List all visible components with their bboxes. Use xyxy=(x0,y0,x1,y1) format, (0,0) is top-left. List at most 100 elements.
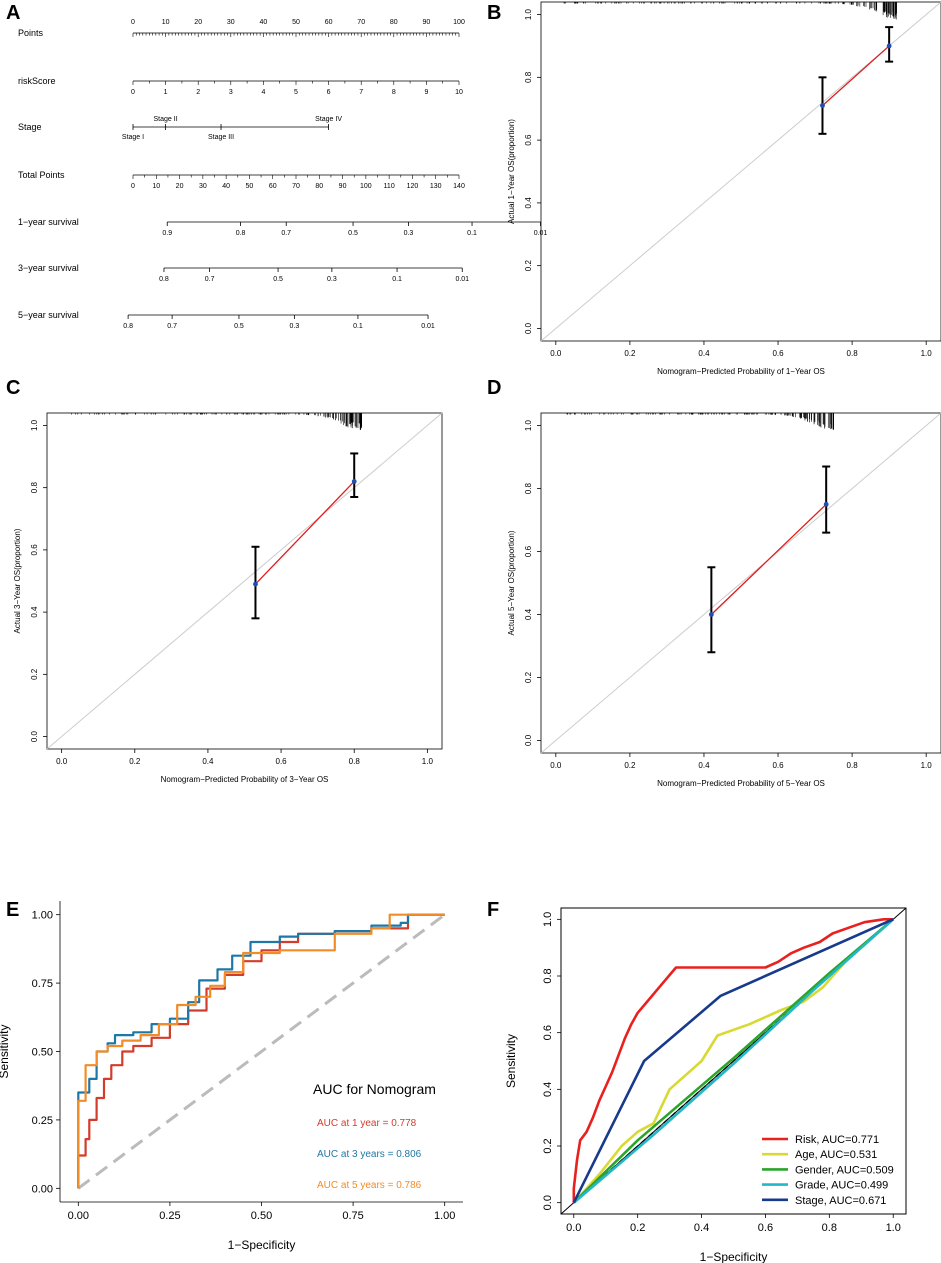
nomogram-tick-label: 110 xyxy=(384,183,395,190)
x-tick-label: 0.50 xyxy=(251,1210,272,1222)
nomogram-tick-label: 30 xyxy=(199,183,207,190)
panel-letter-d: D xyxy=(487,377,502,399)
legend-title: AUC for Nomogram xyxy=(313,1081,436,1097)
y-tick-label: 0.0 xyxy=(524,322,533,334)
nomogram-tick-label: 80 xyxy=(390,19,398,26)
nomogram-tick-label: 20 xyxy=(194,19,202,26)
calibration-point xyxy=(823,501,829,507)
legend-entry: AUC at 1 year = 0.778 xyxy=(317,1118,417,1129)
calibration-curve xyxy=(822,45,890,107)
x-tick-label: 1.0 xyxy=(422,757,434,766)
y-tick-label: 0.2 xyxy=(30,668,39,680)
panel-letter-b: B xyxy=(487,2,502,24)
x-tick-label: 1.0 xyxy=(886,1222,901,1234)
y-tick-label: 0.0 xyxy=(524,734,533,746)
y-tick-label: 0.2 xyxy=(524,260,533,272)
roc-curve xyxy=(572,918,894,1204)
nomogram-row: Stage Stage I Stage II Stage III Stage IV xyxy=(18,116,342,141)
roc-curve xyxy=(572,918,895,1204)
x-tick-label: 0.4 xyxy=(694,1222,709,1234)
x-tick-label: 0.2 xyxy=(624,349,636,358)
stage-tick-label: Stage III xyxy=(208,134,234,141)
nomogram-row-label: Stage xyxy=(18,122,42,132)
nomogram-tick-label: 10 xyxy=(152,183,160,190)
y-axis-label: Actual 5−Year OS(proportion) xyxy=(507,530,516,635)
legend-entry: Stage, AUC=0.671 xyxy=(795,1195,886,1207)
x-tick-label: 0.6 xyxy=(276,757,288,766)
x-tick-label: 0.0 xyxy=(56,757,68,766)
x-tick-label: 0.4 xyxy=(698,349,710,358)
y-tick-label: 0.00 xyxy=(32,1183,53,1195)
y-tick-label: 0.2 xyxy=(542,1138,554,1153)
rug-marks xyxy=(566,413,834,430)
y-tick-label: 0.25 xyxy=(32,1115,53,1127)
x-tick-label: 0.75 xyxy=(342,1210,363,1222)
nomogram-tick-label: 70 xyxy=(292,183,300,190)
nomogram-tick-label: 40 xyxy=(260,19,268,26)
nomogram-tick-label: 0.01 xyxy=(455,276,469,283)
x-tick-label: 1.0 xyxy=(921,349,933,358)
y-tick-label: 0.8 xyxy=(524,71,533,83)
nomogram-tick-label: 0.3 xyxy=(290,323,300,330)
calibration-plot-d: 0.0 0.2 0.4 0.6 0.8 1.0 0.0 0.2 0.4 0.6 0.8 1.0 Nomo… xyxy=(507,412,941,788)
legend-entry: Grade, AUC=0.499 xyxy=(795,1180,888,1192)
nomogram-tick-label: 120 xyxy=(407,183,419,190)
x-tick-label: 0.4 xyxy=(202,757,214,766)
y-tick-label: 0.4 xyxy=(30,606,39,618)
roc-plot-e: 0.00 0.25 0.50 0.75 1.00 0.00 0.25 0.50 0.75 1.00… xyxy=(0,901,463,1252)
nomogram-row: Points 0 10 20 30 40 50 60 70 80 90 100 xyxy=(18,19,465,38)
y-tick-label: 0.50 xyxy=(32,1047,53,1059)
legend-entry: AUC at 3 years = 0.806 xyxy=(317,1149,422,1160)
roc-plot-f: 0.0 0.2 0.4 0.6 0.8 1.0 0.0 0.2 0.4 0.6 0.8 1.0 1−Sp… xyxy=(504,907,907,1263)
calibration-point-marker: × xyxy=(824,500,829,509)
nomogram-tick-label: 1 xyxy=(164,89,168,96)
nomogram-tick-label: 0.3 xyxy=(404,230,414,237)
legend-entry: Gender, AUC=0.509 xyxy=(795,1164,894,1176)
nomogram-tick-label: 0.8 xyxy=(236,230,246,237)
x-axis-label: Nomogram−Predicted Probability of 5−Year… xyxy=(657,779,825,788)
y-tick-label: 0.6 xyxy=(524,545,533,557)
nomogram-tick-label: 0 xyxy=(131,19,135,26)
stage-tick-label: Stage IV xyxy=(315,116,342,123)
y-tick-label: 0.0 xyxy=(30,730,39,742)
nomogram-row: riskScore 0 1 2 3 4 5 6 7 8 9 10 xyxy=(18,76,463,96)
calibration-point xyxy=(820,103,825,108)
nomogram-tick-label: 90 xyxy=(339,183,347,190)
x-tick-label: 0.0 xyxy=(550,349,562,358)
y-tick-label: 0.75 xyxy=(32,978,53,990)
x-tick-label: 0.6 xyxy=(758,1222,773,1234)
plot-frame xyxy=(46,412,443,750)
y-axis-label: Actual 3−Year OS(proportion) xyxy=(13,528,22,633)
nomogram-tick-label: 3 xyxy=(229,89,233,96)
legend-entry: AUC at 5 years = 0.786 xyxy=(317,1180,422,1191)
calibration-point-marker: × xyxy=(887,42,892,51)
nomogram-tick-label: 7 xyxy=(359,89,363,96)
nomogram-row-label: 1−year survival xyxy=(18,217,79,227)
x-axis-label: Nomogram−Predicted Probability of 1−Year… xyxy=(657,367,825,376)
nomogram-tick-label: 80 xyxy=(315,183,323,190)
nomogram-tick-label: 5 xyxy=(294,89,298,96)
nomogram-tick-label: 0 xyxy=(131,89,135,96)
calibration-point-marker: × xyxy=(253,580,258,589)
x-tick-label: 0.0 xyxy=(566,1222,581,1234)
legend: AUC for Nomogram AUC at 1 year = 0.778 AUC… xyxy=(313,1081,436,1191)
nomogram-tick-label: 70 xyxy=(357,19,365,26)
x-axis-label: 1−Specificity xyxy=(700,1250,768,1263)
roc-curve xyxy=(572,918,895,1204)
nomogram-row: 1−year survival 0.9 0.8 0.7 0.5 0.3 0.1 0.01 xyxy=(18,217,547,237)
nomogram-tick-label: 0.01 xyxy=(534,230,548,237)
nomogram-tick-label: 0 xyxy=(131,183,135,190)
legend: Risk, AUC=0.771 Age, AUC=0.531 Gender, AUC… xyxy=(762,1134,894,1207)
calibration-curve xyxy=(255,480,355,585)
x-axis-label: 1−Specificity xyxy=(228,1238,296,1252)
calibration-point-marker: × xyxy=(352,477,357,486)
x-tick-label: 0.8 xyxy=(349,757,361,766)
nomogram-tick-label: 60 xyxy=(325,19,333,26)
y-tick-label: 0.6 xyxy=(542,1025,554,1040)
nomogram-tick-label: 0.1 xyxy=(392,276,402,283)
nomogram-tick-label: 0.8 xyxy=(159,276,169,283)
nomogram-tick-label: 50 xyxy=(292,19,300,26)
calibration-point-marker: × xyxy=(820,102,825,111)
plot-frame xyxy=(560,907,907,1215)
